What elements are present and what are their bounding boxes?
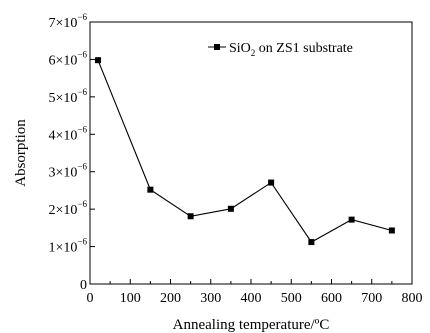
data-point-2 — [187, 213, 194, 220]
y-tick-label-0: 0 — [80, 278, 87, 293]
legend-marker — [214, 44, 220, 50]
plot-frame — [89, 21, 413, 285]
x-tick-label-5: 500 — [281, 291, 302, 306]
data-point-3 — [227, 205, 234, 212]
x-tick-label-7: 700 — [361, 291, 382, 306]
legend-label-pre: SiO — [229, 41, 251, 56]
y-tick-label-6: 6×10−6 — [49, 49, 88, 68]
x-tick-label-6: 600 — [321, 291, 342, 306]
y-tick-label-1: 1×10−6 — [49, 237, 88, 256]
x-tick-label-2: 200 — [160, 291, 181, 306]
legend: SiO2 on ZS1 substrate — [208, 41, 353, 58]
x-axis-title: Annealing temperature/ºC — [173, 317, 330, 333]
data-point-7 — [388, 227, 395, 234]
x-tick-label-1: 100 — [120, 291, 141, 306]
x-tick-label-4: 400 — [241, 291, 262, 306]
data-point-4 — [268, 179, 275, 186]
legend-label-post: on ZS1 substrate — [255, 41, 353, 56]
legend-label-sub: 2 — [251, 48, 256, 58]
series-layer — [95, 57, 395, 246]
y-tick-label-5: 5×10−6 — [49, 87, 88, 106]
data-point-1 — [147, 186, 154, 193]
legend-label: SiO2 on ZS1 substrate — [229, 41, 353, 58]
data-point-5 — [308, 239, 315, 246]
y-axis-title: Absorption — [13, 119, 29, 187]
y-tick-label-7: 7×10−6 — [49, 12, 88, 31]
data-point-0 — [95, 57, 102, 64]
y-tick-label-3: 3×10−6 — [49, 162, 88, 181]
axis-tick-labels: 0 100 200 300 400 500 600 700 800 0 1×10−6 2×10−6 3×… — [49, 12, 423, 306]
x-tick-label-3: 300 — [200, 291, 221, 306]
x-tick-label-8: 800 — [402, 291, 423, 306]
data-point-6 — [348, 216, 355, 223]
axis-ticks — [89, 21, 413, 285]
y-tick-label-4: 4×10−6 — [49, 124, 88, 143]
x-tick-label-0: 0 — [87, 291, 94, 306]
series-line-0 — [97, 59, 393, 243]
y-tick-label-2: 2×10−6 — [49, 199, 88, 218]
